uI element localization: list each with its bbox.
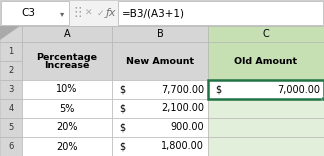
Text: $: $ (119, 103, 125, 114)
Text: 6: 6 (8, 142, 14, 151)
Bar (0, 26, 324, 156)
Text: $: $ (215, 85, 221, 95)
Bar (208, 26, 324, 42)
Text: 3: 3 (8, 85, 14, 94)
Bar (208, 99, 324, 118)
Text: ✕: ✕ (85, 8, 93, 17)
Text: Increase: Increase (44, 61, 90, 71)
Text: A: A (64, 29, 70, 39)
Text: 1,800.00: 1,800.00 (161, 141, 204, 151)
Text: Percentage: Percentage (37, 53, 98, 61)
Bar (22, 118, 112, 137)
Text: 20%: 20% (56, 122, 78, 132)
Bar (208, 137, 324, 156)
Bar (0, 0, 324, 26)
Text: Old Amount: Old Amount (235, 56, 297, 66)
Bar (208, 118, 324, 137)
Bar (118, 1, 323, 25)
Bar (208, 80, 324, 99)
Bar (208, 42, 324, 80)
Bar (321, 97, 324, 100)
Text: C3: C3 (21, 8, 35, 18)
Bar (0, 61, 22, 80)
Bar (22, 26, 112, 42)
Bar (0, 26, 22, 42)
Bar (22, 99, 112, 118)
Text: $: $ (119, 85, 125, 95)
Text: $: $ (119, 141, 125, 151)
Text: 20%: 20% (56, 141, 78, 151)
Text: 5%: 5% (59, 103, 75, 114)
Bar (112, 80, 208, 99)
Bar (112, 42, 208, 80)
Bar (112, 99, 208, 118)
Bar (0, 42, 22, 61)
Text: ✓: ✓ (96, 8, 104, 17)
Text: New Amount: New Amount (126, 56, 194, 66)
Text: 2,100.00: 2,100.00 (161, 103, 204, 114)
Bar (112, 137, 208, 156)
Bar (0, 118, 22, 137)
Text: 7,000.00: 7,000.00 (277, 85, 320, 95)
Text: 10%: 10% (56, 85, 78, 95)
Text: ƒx: ƒx (106, 8, 116, 18)
Bar (1, 1, 69, 25)
Bar (22, 80, 112, 99)
Bar (112, 26, 208, 42)
Text: $: $ (119, 122, 125, 132)
Bar (0, 137, 22, 156)
Bar (0, 99, 22, 118)
Text: 2: 2 (8, 66, 14, 75)
Text: 1: 1 (8, 47, 14, 56)
Polygon shape (0, 26, 20, 40)
Text: ⋮: ⋮ (74, 6, 86, 19)
Text: ⋮: ⋮ (70, 6, 82, 19)
Text: 7,700.00: 7,700.00 (161, 85, 204, 95)
Bar (22, 137, 112, 156)
Bar (112, 118, 208, 137)
Text: =B3/(A3+1): =B3/(A3+1) (122, 8, 185, 18)
Bar (208, 80, 324, 99)
Text: 900.00: 900.00 (170, 122, 204, 132)
Text: B: B (156, 29, 163, 39)
Bar (22, 42, 112, 80)
Text: 4: 4 (8, 104, 14, 113)
Text: C: C (263, 29, 269, 39)
Bar (0, 80, 22, 99)
Text: ▾: ▾ (60, 10, 64, 19)
Text: 5: 5 (8, 123, 14, 132)
